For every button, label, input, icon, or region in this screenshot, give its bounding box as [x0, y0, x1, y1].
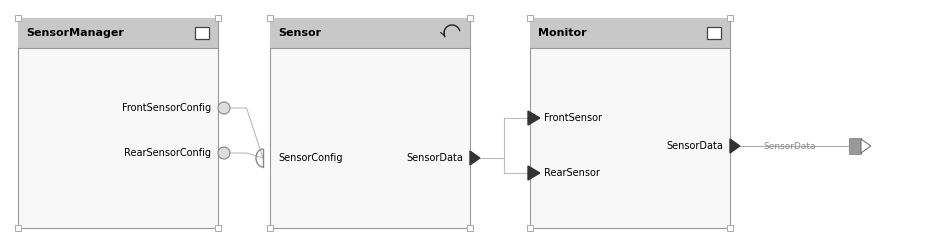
Text: Monitor: Monitor	[538, 28, 586, 38]
Text: SensorConfig: SensorConfig	[278, 153, 343, 163]
Polygon shape	[861, 139, 871, 153]
Bar	[267, 15, 273, 21]
Bar	[527, 15, 533, 21]
Bar	[267, 225, 273, 231]
Bar	[270, 18, 470, 228]
Text: FrontSensorConfig: FrontSensorConfig	[122, 103, 211, 113]
Text: Sensor: Sensor	[278, 28, 321, 38]
Polygon shape	[470, 151, 480, 165]
Circle shape	[218, 102, 230, 114]
Bar	[215, 15, 221, 21]
Bar	[195, 27, 209, 39]
Bar	[727, 15, 733, 21]
Bar	[15, 225, 21, 231]
Bar	[727, 225, 733, 231]
Bar	[849, 138, 861, 154]
Text: RearSensor: RearSensor	[544, 168, 600, 178]
Bar	[215, 225, 221, 231]
Polygon shape	[528, 111, 540, 125]
Text: SensorData: SensorData	[666, 141, 723, 151]
Bar	[530, 18, 730, 228]
Bar	[530, 18, 730, 48]
Bar	[270, 18, 470, 48]
Circle shape	[218, 147, 230, 159]
Bar	[527, 225, 533, 231]
Text: RearSensorConfig: RearSensorConfig	[124, 148, 211, 158]
Text: SensorManager: SensorManager	[26, 28, 124, 38]
Bar	[15, 15, 21, 21]
Bar	[18, 18, 218, 48]
Polygon shape	[528, 166, 540, 180]
Text: SensorData: SensorData	[407, 153, 463, 163]
Polygon shape	[730, 139, 740, 153]
Bar	[18, 18, 218, 228]
Text: FrontSensor: FrontSensor	[544, 113, 602, 123]
Text: SensorData: SensorData	[764, 142, 816, 150]
Bar	[467, 225, 473, 231]
Bar	[707, 27, 721, 39]
Bar	[467, 15, 473, 21]
